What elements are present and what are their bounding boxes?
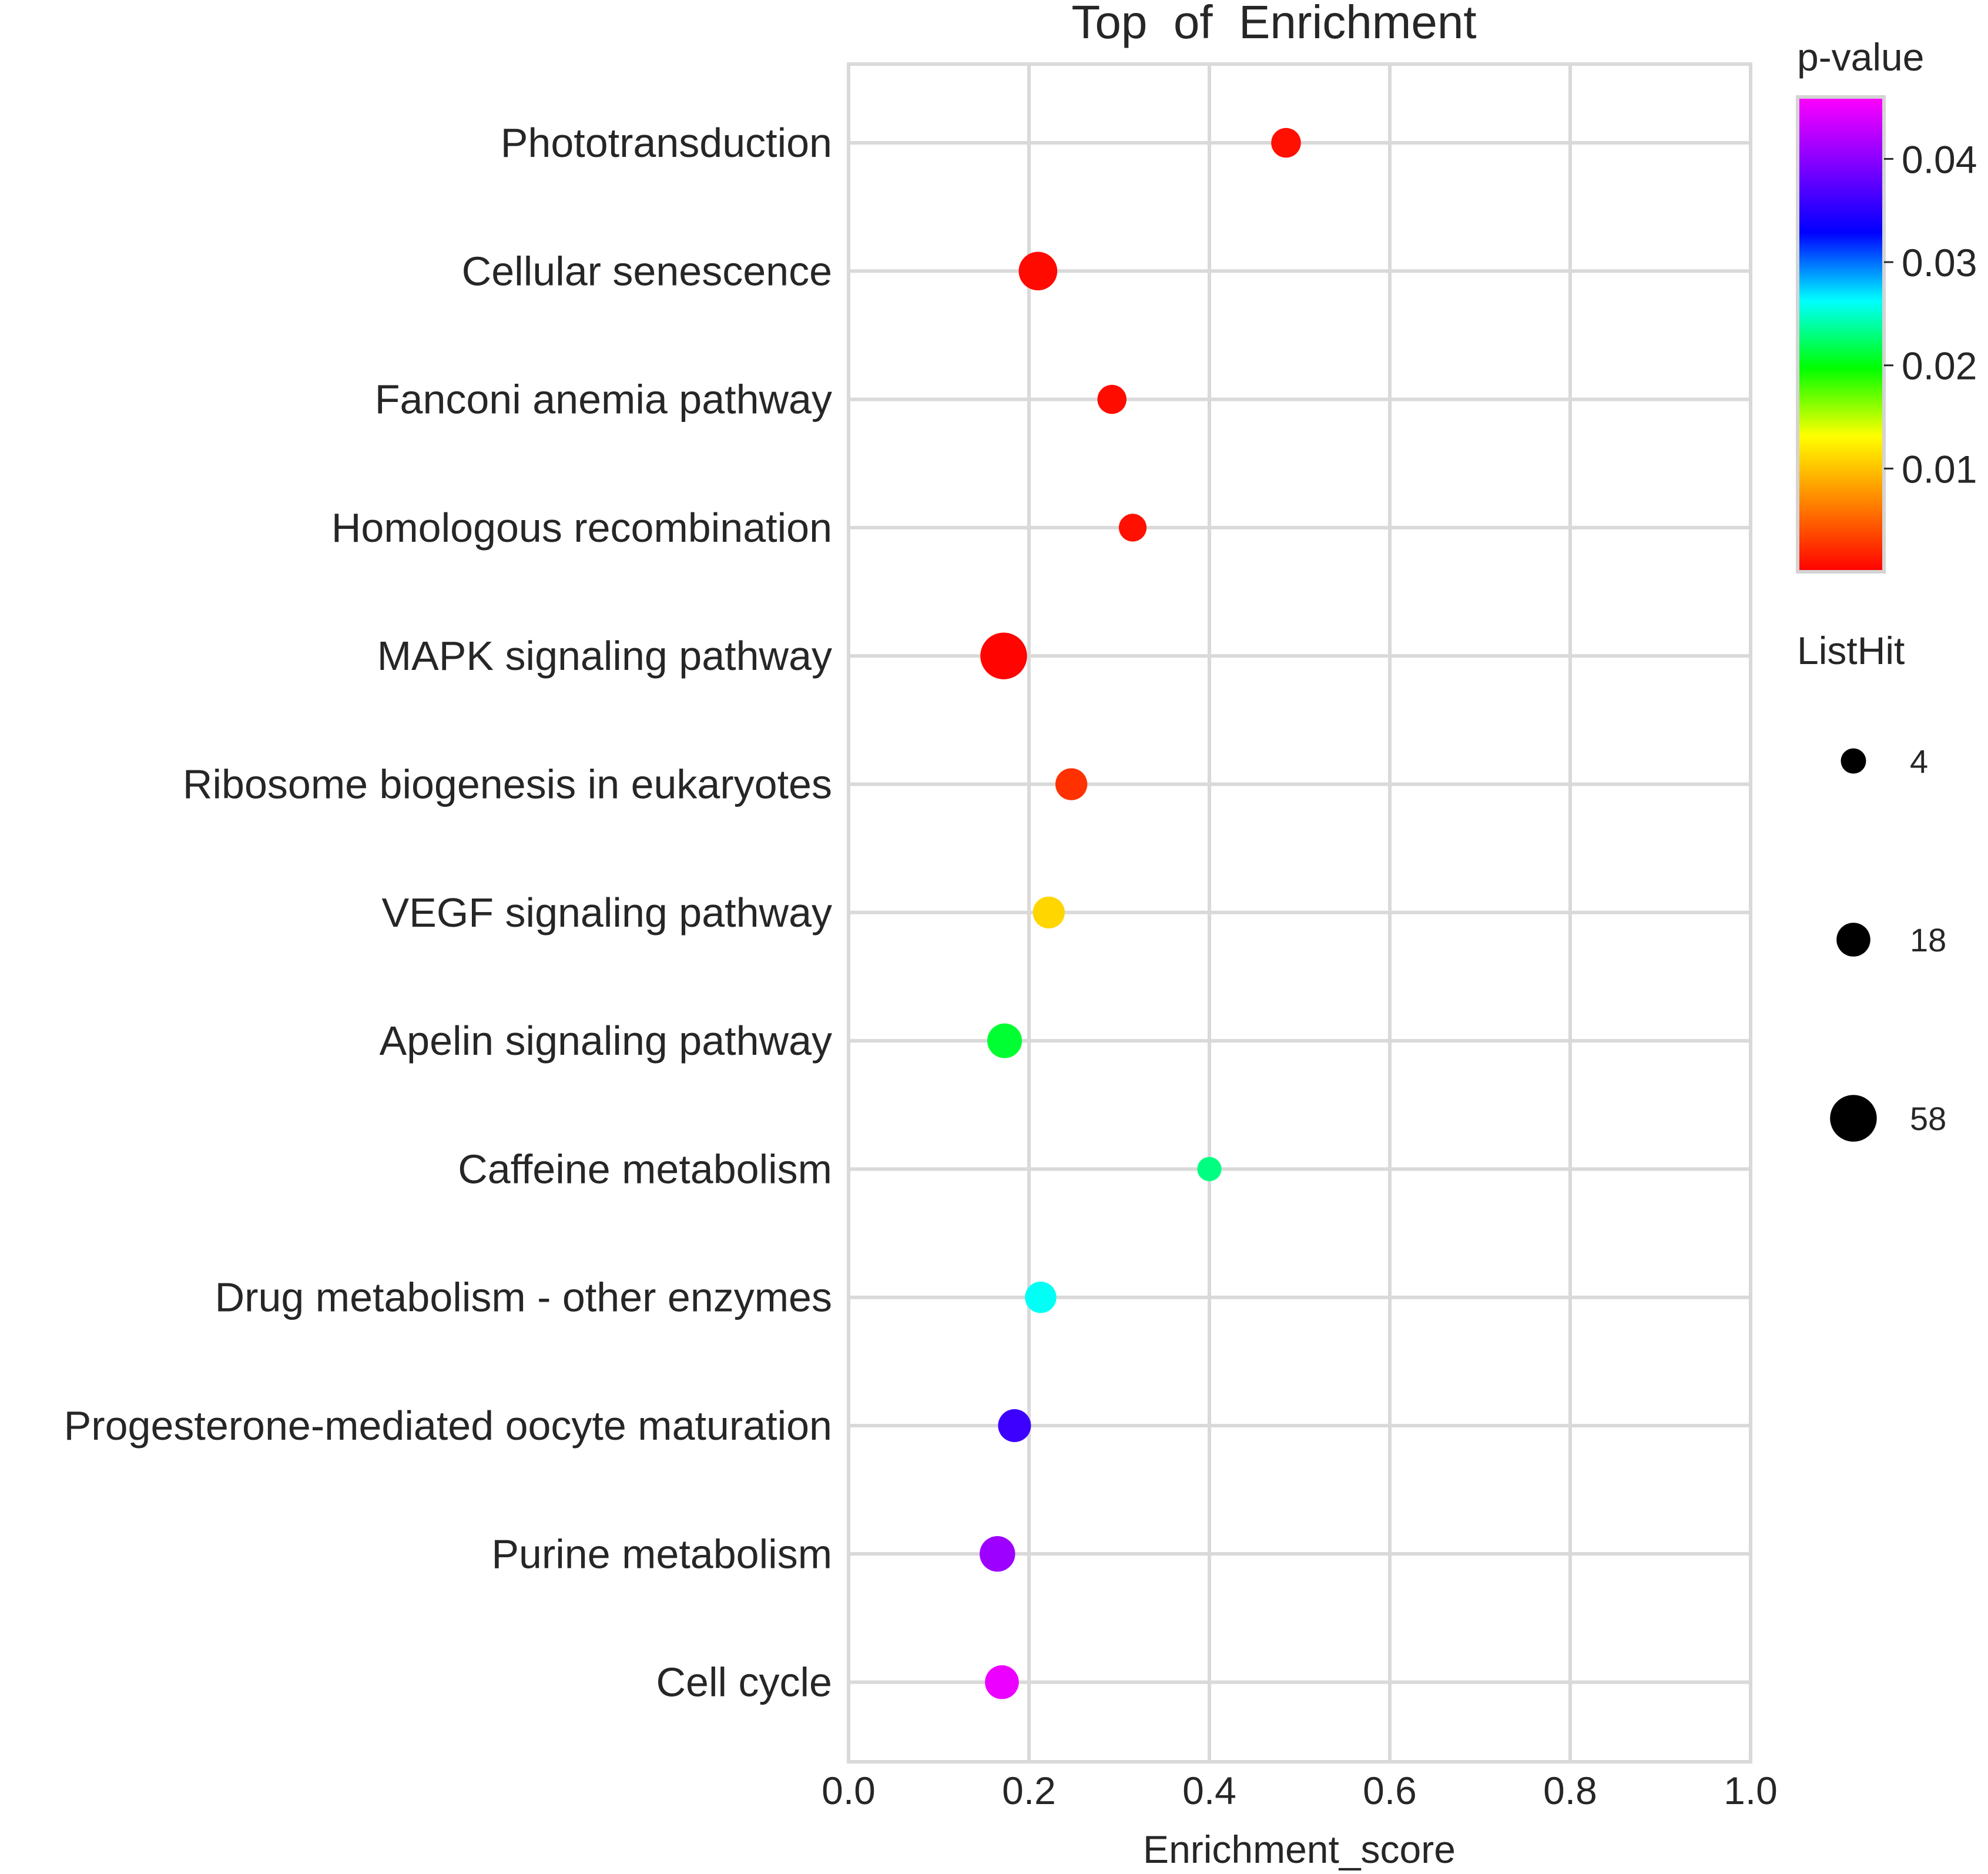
x-tick-label: 1.0 bbox=[1724, 1769, 1778, 1812]
color-legend-bar bbox=[1796, 95, 1886, 574]
size-legend-marker bbox=[1830, 1095, 1877, 1142]
data-point bbox=[998, 1409, 1031, 1442]
category-label: Homologous recombination bbox=[331, 505, 832, 551]
category-label: Ribosome biogenesis in eukaryotes bbox=[183, 762, 832, 807]
chart-title: Top of Enrichment bbox=[1071, 0, 1476, 48]
color-legend-tick-label: 0.03 bbox=[1902, 241, 1977, 284]
data-point bbox=[980, 632, 1027, 679]
data-point bbox=[1025, 1281, 1057, 1313]
x-tick-label: 0.8 bbox=[1543, 1769, 1597, 1812]
color-legend-tick-label: 0.01 bbox=[1902, 447, 1977, 491]
category-label: Progesterone-mediated oocyte maturation bbox=[64, 1403, 832, 1449]
data-point bbox=[1271, 128, 1301, 158]
color-legend-tick-label: 0.02 bbox=[1902, 344, 1977, 388]
color-legend-tick-label: 0.04 bbox=[1902, 138, 1977, 181]
category-label: Cellular senescence bbox=[462, 248, 832, 294]
data-point bbox=[1097, 384, 1127, 414]
data-point bbox=[1018, 252, 1058, 291]
category-label: MAPK signaling pathway bbox=[377, 633, 832, 679]
size-legend-marker bbox=[1841, 748, 1866, 774]
x-tick-label: 0.0 bbox=[822, 1769, 876, 1812]
data-points bbox=[980, 128, 1301, 1699]
size-legend-marker bbox=[1836, 923, 1870, 957]
category-labels: Phototransduction Cellular senescence Fanc… bbox=[64, 120, 832, 1705]
size-legend-label: 58 bbox=[1910, 1100, 1946, 1137]
size-legend-label: 4 bbox=[1910, 743, 1928, 780]
color-legend-ticks: 0.04 0.03 0.02 0.01 bbox=[1884, 138, 1977, 491]
x-tick-label: 0.2 bbox=[1002, 1769, 1056, 1812]
category-label: Phototransduction bbox=[501, 120, 832, 166]
data-point bbox=[1118, 514, 1147, 542]
x-tick-label: 0.4 bbox=[1182, 1769, 1236, 1812]
data-point bbox=[1032, 896, 1065, 928]
gridlines bbox=[847, 64, 1752, 1762]
category-label: Fanconi anemia pathway bbox=[375, 377, 832, 423]
data-point bbox=[1197, 1156, 1222, 1182]
x-tick-label: 0.6 bbox=[1363, 1769, 1417, 1812]
plot-frame bbox=[847, 62, 1752, 1764]
category-label: Caffeine metabolism bbox=[458, 1146, 832, 1192]
category-label: Drug metabolism - other enzymes bbox=[215, 1275, 832, 1320]
category-label: Purine metabolism bbox=[491, 1531, 832, 1577]
data-point bbox=[1055, 768, 1088, 800]
category-label: VEGF signaling pathway bbox=[381, 890, 832, 936]
size-legend-title: ListHit bbox=[1797, 629, 1905, 672]
category-label: Apelin signaling pathway bbox=[379, 1018, 832, 1064]
data-point bbox=[987, 1023, 1023, 1058]
category-label: Cell cycle bbox=[656, 1660, 832, 1705]
data-point bbox=[985, 1665, 1019, 1699]
size-legend: 4 18 58 bbox=[1830, 743, 1946, 1142]
x-tick-labels: 0.0 0.2 0.4 0.6 0.8 1.0 bbox=[822, 1769, 1778, 1812]
size-legend-label: 18 bbox=[1910, 921, 1946, 958]
data-point bbox=[980, 1536, 1015, 1572]
color-legend-title: p-value bbox=[1797, 35, 1924, 79]
x-axis-title: Enrichment_score bbox=[1143, 1828, 1456, 1871]
